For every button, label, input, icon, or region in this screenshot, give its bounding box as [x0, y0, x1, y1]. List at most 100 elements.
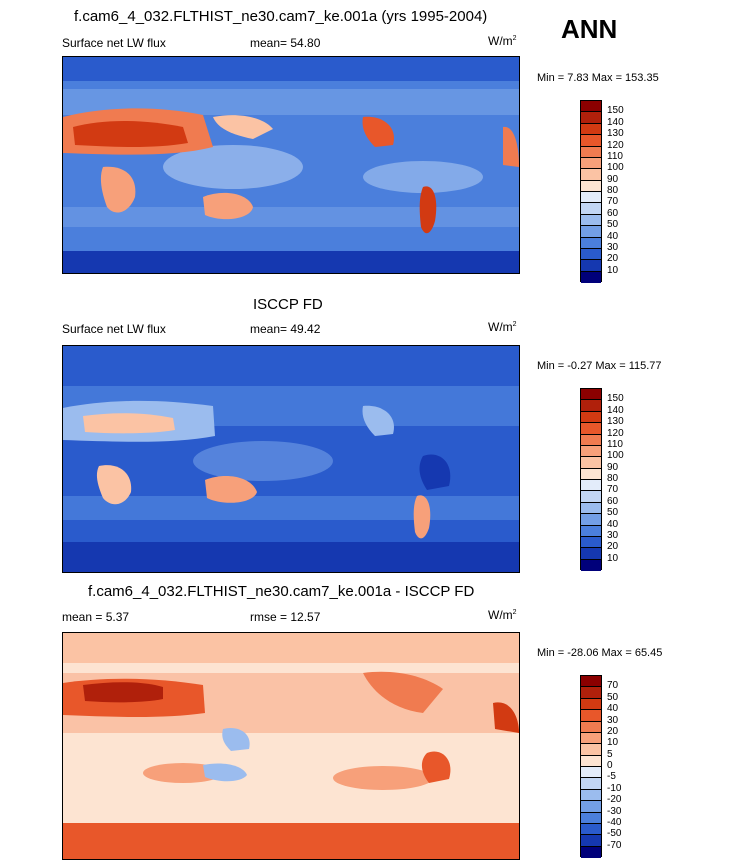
colorbar-tick-label: 70 — [607, 680, 619, 692]
panel-2-map-field — [63, 346, 519, 572]
panel-3-minmax: Min = -28.06 Max = 65.45 — [537, 647, 663, 659]
colorbar-tick-label: 30 — [607, 714, 619, 726]
panel-1-minmax: Min = 7.83 Max = 153.35 — [537, 72, 659, 84]
colorbar-swatch — [581, 214, 601, 227]
colorbar-tick-label: 50 — [607, 691, 619, 703]
colorbar-tick-label: 60 — [607, 207, 619, 219]
colorbar-swatch — [581, 468, 601, 480]
panel-1-units: W/m2 — [488, 34, 517, 48]
colorbar-swatch — [581, 687, 601, 699]
colorbar-swatch — [581, 548, 601, 560]
colorbar-tick-label: 80 — [607, 473, 619, 484]
panel-1-colorbar — [580, 100, 602, 283]
colorbar-tick-label: 90 — [607, 173, 619, 185]
colorbar-swatch — [581, 710, 601, 722]
colorbar-tick-label: 140 — [607, 404, 624, 416]
colorbar-tick-label: -30 — [607, 805, 622, 817]
panel-1-title: f.cam6_4_032.FLTHIST_ne30.cam7_ke.001a (… — [74, 8, 488, 25]
colorbar-swatch — [581, 248, 601, 261]
colorbar-tick-label: 40 — [607, 230, 619, 242]
colorbar-swatch — [581, 778, 601, 790]
panel-3-title: f.cam6_4_032.FLTHIST_ne30.cam7_ke.001a -… — [88, 583, 475, 600]
colorbar-tick-label: 20 — [607, 541, 619, 553]
colorbar-tick-label: 40 — [607, 703, 619, 715]
panel-3-map — [62, 632, 520, 860]
colorbar-tick-label: 10 — [607, 552, 619, 564]
colorbar-tick-label: -70 — [607, 839, 622, 851]
colorbar-swatch — [581, 123, 601, 136]
colorbar-swatch — [581, 445, 601, 458]
colorbar-tick-label: 70 — [607, 196, 619, 208]
colorbar-tick-label: 30 — [607, 529, 619, 541]
colorbar-swatch — [581, 514, 601, 526]
colorbar-swatch — [581, 411, 601, 424]
colorbar-tick-label: 10 — [607, 737, 619, 749]
colorbar-tick-label: 100 — [607, 162, 624, 174]
colorbar-swatch — [581, 271, 601, 283]
panel-2-minmax: Min = -0.27 Max = 115.77 — [537, 360, 662, 372]
colorbar-swatch — [581, 755, 601, 767]
colorbar-tick-label: 0 — [607, 760, 613, 771]
colorbar-swatch — [581, 434, 601, 446]
colorbar-tick-label: -10 — [607, 782, 622, 794]
colorbar-tick-label: -40 — [607, 816, 622, 828]
colorbar-tick-label: 60 — [607, 495, 619, 507]
colorbar-tick-label: -20 — [607, 794, 622, 806]
colorbar-swatch — [581, 192, 601, 204]
colorbar-swatch — [581, 789, 601, 802]
colorbar-tick-label: 50 — [607, 507, 619, 519]
colorbar-swatch — [581, 732, 601, 745]
colorbar-tick-label: 120 — [607, 139, 624, 151]
colorbar-tick-label: 130 — [607, 128, 624, 140]
panel-3-mean-label: mean = 5.37 — [62, 610, 130, 624]
panel-1-map-field — [63, 57, 519, 273]
colorbar-swatch — [581, 423, 601, 435]
colorbar-swatch — [581, 846, 601, 858]
colorbar-swatch — [581, 823, 601, 836]
colorbar-tick-label: 110 — [607, 150, 623, 162]
colorbar-swatch — [581, 146, 601, 158]
panel-1-variable-label: Surface net LW flux — [62, 36, 166, 50]
panel-2-variable-label: Surface net LW flux — [62, 322, 166, 336]
colorbar-swatch — [581, 491, 601, 503]
colorbar-tick-label: 150 — [607, 393, 624, 405]
colorbar-swatch — [581, 226, 601, 238]
colorbar-swatch — [581, 112, 601, 124]
panel-3-map-field — [63, 633, 519, 859]
colorbar-swatch — [581, 812, 601, 824]
panel-3-rmse-label: rmse = 12.57 — [250, 610, 321, 624]
colorbar-swatch — [581, 525, 601, 537]
colorbar-swatch — [581, 400, 601, 412]
colorbar-swatch — [581, 457, 601, 469]
panel-1-map — [62, 56, 520, 274]
colorbar-swatch — [581, 389, 601, 401]
colorbar-swatch — [581, 698, 601, 711]
colorbar-swatch — [581, 237, 601, 249]
colorbar-tick-label: 20 — [607, 725, 619, 737]
colorbar-tick-label: 150 — [607, 105, 624, 117]
colorbar-swatch — [581, 180, 601, 192]
colorbar-tick-label: 5 — [607, 748, 613, 760]
panel-2-mean-label: mean= 49.42 — [250, 322, 321, 336]
colorbar-tick-label: 110 — [607, 438, 623, 450]
colorbar-swatch — [581, 835, 601, 847]
colorbar-tick-label: 90 — [607, 461, 619, 473]
colorbar-swatch — [581, 480, 601, 492]
colorbar-tick-label: 10 — [607, 264, 619, 276]
panel-3-colorbar — [580, 675, 602, 858]
colorbar-swatch — [581, 536, 601, 549]
panel-2-units: W/m2 — [488, 320, 517, 334]
season-label: ANN — [561, 14, 618, 44]
colorbar-swatch — [581, 744, 601, 756]
panel-2-colorbar — [580, 388, 602, 571]
colorbar-tick-label: 140 — [607, 116, 624, 128]
colorbar-swatch — [581, 169, 601, 181]
colorbar-tick-label: 50 — [607, 219, 619, 231]
colorbar-swatch — [581, 767, 601, 779]
colorbar-swatch — [581, 559, 601, 571]
colorbar-tick-label: 130 — [607, 416, 624, 428]
colorbar-swatch — [581, 101, 601, 113]
colorbar-tick-label: 20 — [607, 253, 619, 265]
colorbar-swatch — [581, 203, 601, 215]
panel-2-title: ISCCP FD — [253, 296, 323, 313]
